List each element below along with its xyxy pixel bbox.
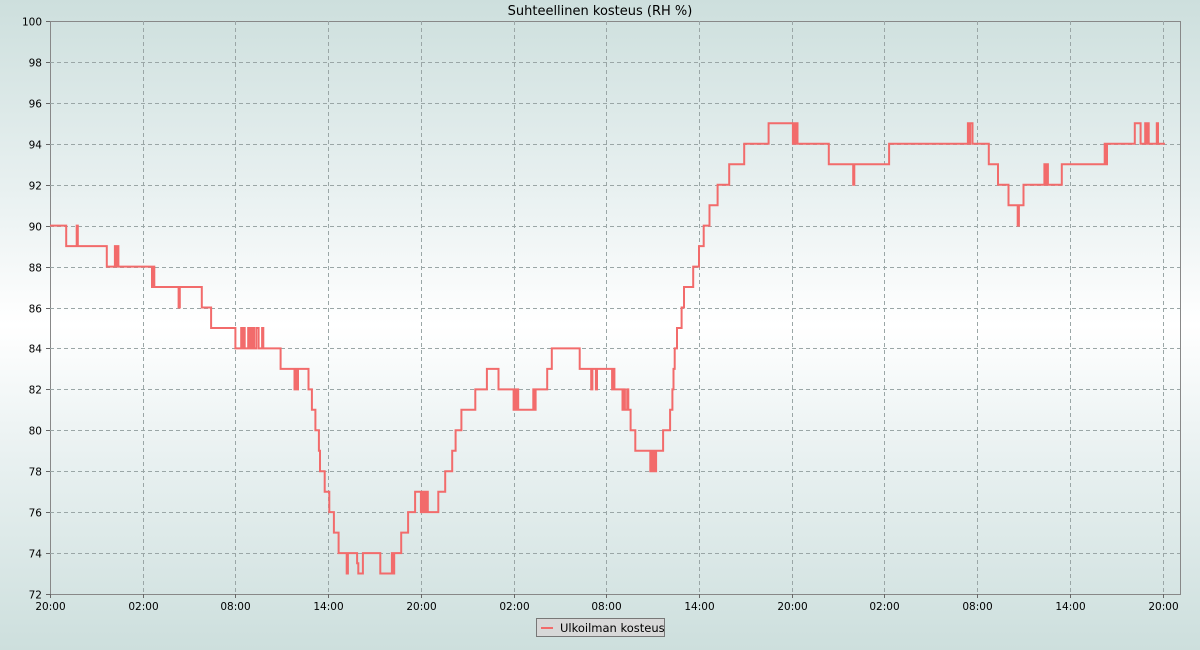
y-tick-label: 92	[29, 181, 42, 193]
x-tick-label: 14:00	[684, 601, 714, 613]
x-tick-label: 20:00	[35, 601, 65, 613]
y-tick-label: 96	[29, 99, 43, 111]
x-tick-label: 20:00	[777, 601, 807, 613]
x-tick-label: 20:00	[406, 601, 436, 613]
y-tick-label: 78	[29, 467, 42, 479]
y-tick-label: 100	[22, 17, 42, 29]
x-tick-label: 02:00	[499, 601, 529, 613]
legend-label: Ulkoilman kosteus	[560, 621, 665, 635]
chart-title: Suhteellinen kosteus (RH %)	[508, 4, 693, 19]
y-axis: 72 74 76 78 80 82 84 86 88 90 92 94 96 98 100	[22, 17, 50, 602]
y-tick-label: 76	[29, 508, 43, 520]
grid	[50, 21, 1180, 594]
legend-box	[536, 618, 665, 637]
y-tick-label: 80	[29, 426, 42, 438]
x-axis: 20:00 02:00 08:00 14:00 20:00 02:00 08:00 14:00…	[35, 594, 1179, 613]
x-tick-label: 08:00	[962, 601, 992, 613]
y-tick-label: 98	[29, 58, 42, 70]
y-tick-label: 84	[29, 344, 43, 356]
series-line-ulkoilman-kosteus	[50, 122, 1165, 575]
x-tick-label: 02:00	[869, 601, 899, 613]
x-tick-label: 08:00	[220, 601, 250, 613]
y-tick-label: 86	[29, 304, 43, 316]
x-tick-label: 20:00	[1148, 601, 1178, 613]
y-tick-label: 82	[29, 385, 42, 397]
y-tick-label: 74	[29, 549, 43, 561]
x-tick-label: 14:00	[1055, 601, 1085, 613]
legend: Ulkoilman kosteus	[536, 618, 665, 637]
y-tick-label: 94	[29, 140, 43, 152]
y-tick-label: 88	[29, 263, 42, 275]
x-tick-label: 02:00	[128, 601, 158, 613]
y-tick-label: 90	[29, 222, 42, 234]
x-tick-label: 08:00	[591, 601, 621, 613]
y-tick-label: 72	[29, 590, 42, 602]
x-tick-label: 14:00	[313, 601, 343, 613]
